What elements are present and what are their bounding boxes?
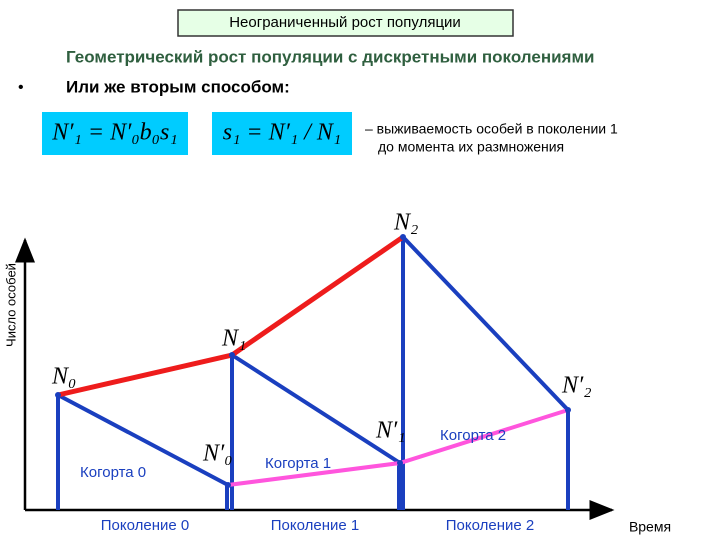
subtitle: Геометрический рост популяции с дискретн… bbox=[66, 47, 595, 66]
formula-box bbox=[42, 112, 188, 155]
formula-box bbox=[212, 112, 352, 155]
title-box bbox=[177, 9, 514, 37]
blue-lines bbox=[56, 235, 570, 510]
point-label: N′₁ bbox=[375, 418, 406, 444]
cohort-label: Когорта 1 bbox=[265, 455, 331, 472]
point-label: N′₀ bbox=[202, 441, 233, 467]
note: до момента их размножения bbox=[378, 139, 564, 155]
point-label: N₁ bbox=[221, 326, 246, 352]
generation-label: Поколение 0 bbox=[101, 517, 189, 534]
point-label: N₂ bbox=[393, 210, 418, 236]
formula: N′₁ = N′₀b₀s₁ bbox=[51, 120, 177, 146]
cohort-label: Когорта 2 bbox=[440, 427, 506, 444]
point-label: N₀ bbox=[51, 364, 76, 390]
y-axis-label: Число особей bbox=[3, 263, 18, 347]
point-label: N′₂ bbox=[561, 373, 592, 399]
generation-label: Поколение 2 bbox=[446, 517, 534, 534]
x-axis-label: Время bbox=[629, 519, 671, 535]
formula: s₁ = N′₁ / N₁ bbox=[223, 120, 342, 146]
generation-label: Поколение 1 bbox=[271, 517, 359, 534]
title: Неограниченный рост популяции bbox=[229, 14, 461, 31]
bullet-text: Или же вторым способом: bbox=[66, 77, 290, 96]
note: – выживаемость особей в поколении 1 bbox=[365, 121, 618, 137]
cohort-label: Когорта 0 bbox=[80, 464, 146, 481]
bullet-dot: • bbox=[18, 79, 24, 96]
nodes bbox=[55, 234, 571, 488]
